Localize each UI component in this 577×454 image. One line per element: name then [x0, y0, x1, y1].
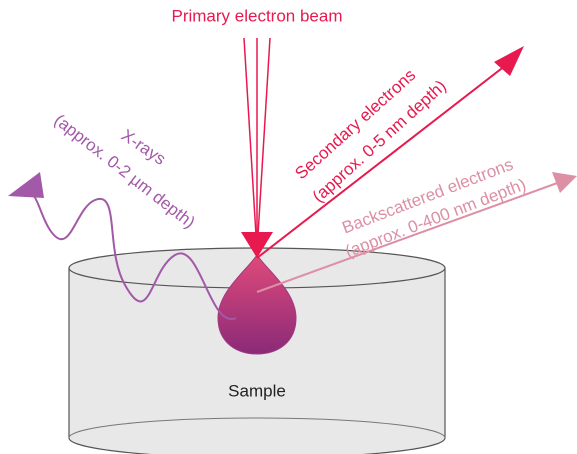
primary-beam: [244, 38, 270, 235]
diagram: Primary electron beam Secondary electron…: [0, 0, 577, 454]
title: Primary electron beam: [171, 6, 342, 25]
xray-arrowhead: [8, 172, 44, 198]
xray-depth: (approx. 0-2 µm depth): [51, 110, 199, 232]
sample-label: Sample: [228, 381, 286, 400]
